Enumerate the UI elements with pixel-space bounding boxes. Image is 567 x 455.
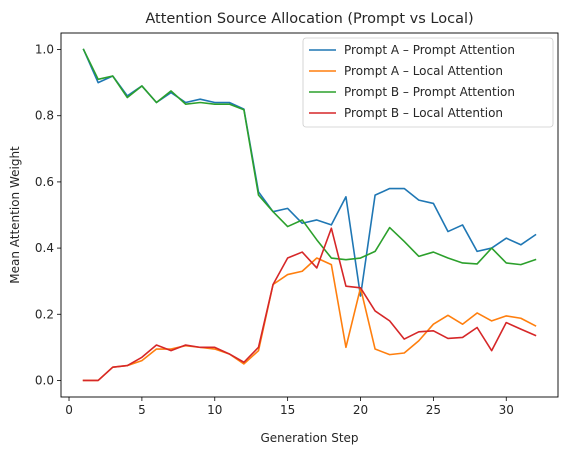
y-axis-label: Mean Attention Weight [8, 146, 22, 284]
legend: Prompt A – Prompt Attention Prompt A – Lo… [302, 37, 554, 128]
series-lines [82, 48, 537, 382]
series-line-2 [82, 257, 537, 382]
x-tick-label: 15 [280, 403, 295, 417]
x-tick-label: 30 [499, 403, 514, 417]
legend-label: Prompt B – Prompt Attention [344, 85, 515, 99]
x-tick-label: 25 [426, 403, 441, 417]
x-tick-label: 0 [65, 403, 73, 417]
x-axis-label: Generation Step [260, 431, 358, 445]
y-tick-label: 0.8 [35, 109, 54, 123]
y-tick-label: 0.2 [35, 307, 54, 321]
x-axis: 0 5 10 15 20 25 30 [65, 397, 514, 417]
legend-label: Prompt A – Local Attention [344, 64, 503, 78]
y-tick-label: 1.0 [35, 43, 54, 57]
legend-label: Prompt A – Prompt Attention [344, 43, 515, 57]
y-tick-label: 0.4 [35, 241, 54, 255]
plot-area [60, 32, 559, 398]
series-line-4 [82, 227, 537, 382]
x-tick-label: 10 [207, 403, 222, 417]
y-axis: 0.0 0.2 0.4 0.6 0.8 1.0 [35, 43, 61, 387]
y-tick-label: 0.0 [35, 373, 54, 387]
y-tick-label: 0.6 [35, 175, 54, 189]
chart-title: Attention Source Allocation (Prompt vs L… [145, 11, 473, 27]
x-tick-label: 5 [138, 403, 146, 417]
legend-box [302, 37, 554, 128]
x-tick-label: 20 [353, 403, 368, 417]
series-line-3 [82, 48, 537, 266]
legend-label: Prompt B – Local Attention [344, 106, 503, 120]
